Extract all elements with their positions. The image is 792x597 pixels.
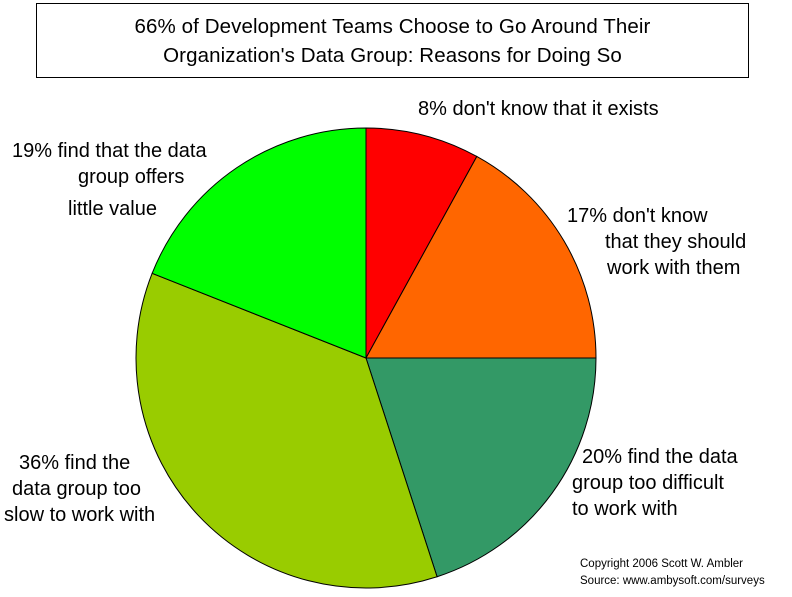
- chart-title-line-1: 66% of Development Teams Choose to Go Ar…: [134, 15, 651, 38]
- slice-label-little-value: 19% find that the data group offers litt…: [12, 138, 207, 222]
- slice-label-line: group too difficult: [572, 472, 724, 494]
- slice-label-dont-know-should: 17% don't know that they should work wit…: [567, 203, 746, 281]
- slice-label-dont-know-exists: 8% don't know that it exists: [418, 96, 659, 122]
- pie-slice-too-slow: [135, 272, 438, 589]
- pie-slice-too-difficult: [365, 357, 597, 578]
- slice-label-line: slow to work with: [4, 504, 156, 526]
- pie-slice-dont-know-should: [365, 155, 597, 359]
- slice-label-line: 20% find the data: [582, 446, 738, 468]
- slice-label-line: 17% don't know: [567, 205, 708, 227]
- slice-label-line: data group too: [12, 478, 141, 500]
- slice-label-line: work with them: [607, 257, 741, 279]
- slice-label-line: 19% find that the data: [12, 140, 207, 162]
- pie-slice-little-value: [151, 127, 367, 359]
- copyright-notice: Copyright 2006 Scott W. Ambler Source: w…: [580, 556, 765, 590]
- slice-label-line: 36% find the: [19, 452, 131, 474]
- slice-label-too-slow: 36% find the data group too slow to work…: [4, 450, 155, 528]
- source-line: Source: www.ambysoft.com/surveys: [580, 575, 765, 587]
- slice-label-line: little value: [68, 198, 157, 220]
- slice-label-line: that they should: [605, 231, 747, 253]
- chart-title-box: 66% of Development Teams Choose to Go Ar…: [36, 3, 749, 78]
- slice-label-line: group offers: [78, 166, 185, 188]
- slice-label-line: to work with: [572, 498, 678, 520]
- chart-title-line-2: Organization's Data Group: Reasons for D…: [163, 44, 622, 67]
- pie-slice-dont-know-exists: [365, 127, 478, 359]
- slice-label-line: 8% don't know that it exists: [418, 98, 659, 120]
- copyright-line: Copyright 2006 Scott W. Ambler: [580, 558, 743, 570]
- slice-label-too-difficult: 20% find the data group too difficult to…: [572, 444, 738, 522]
